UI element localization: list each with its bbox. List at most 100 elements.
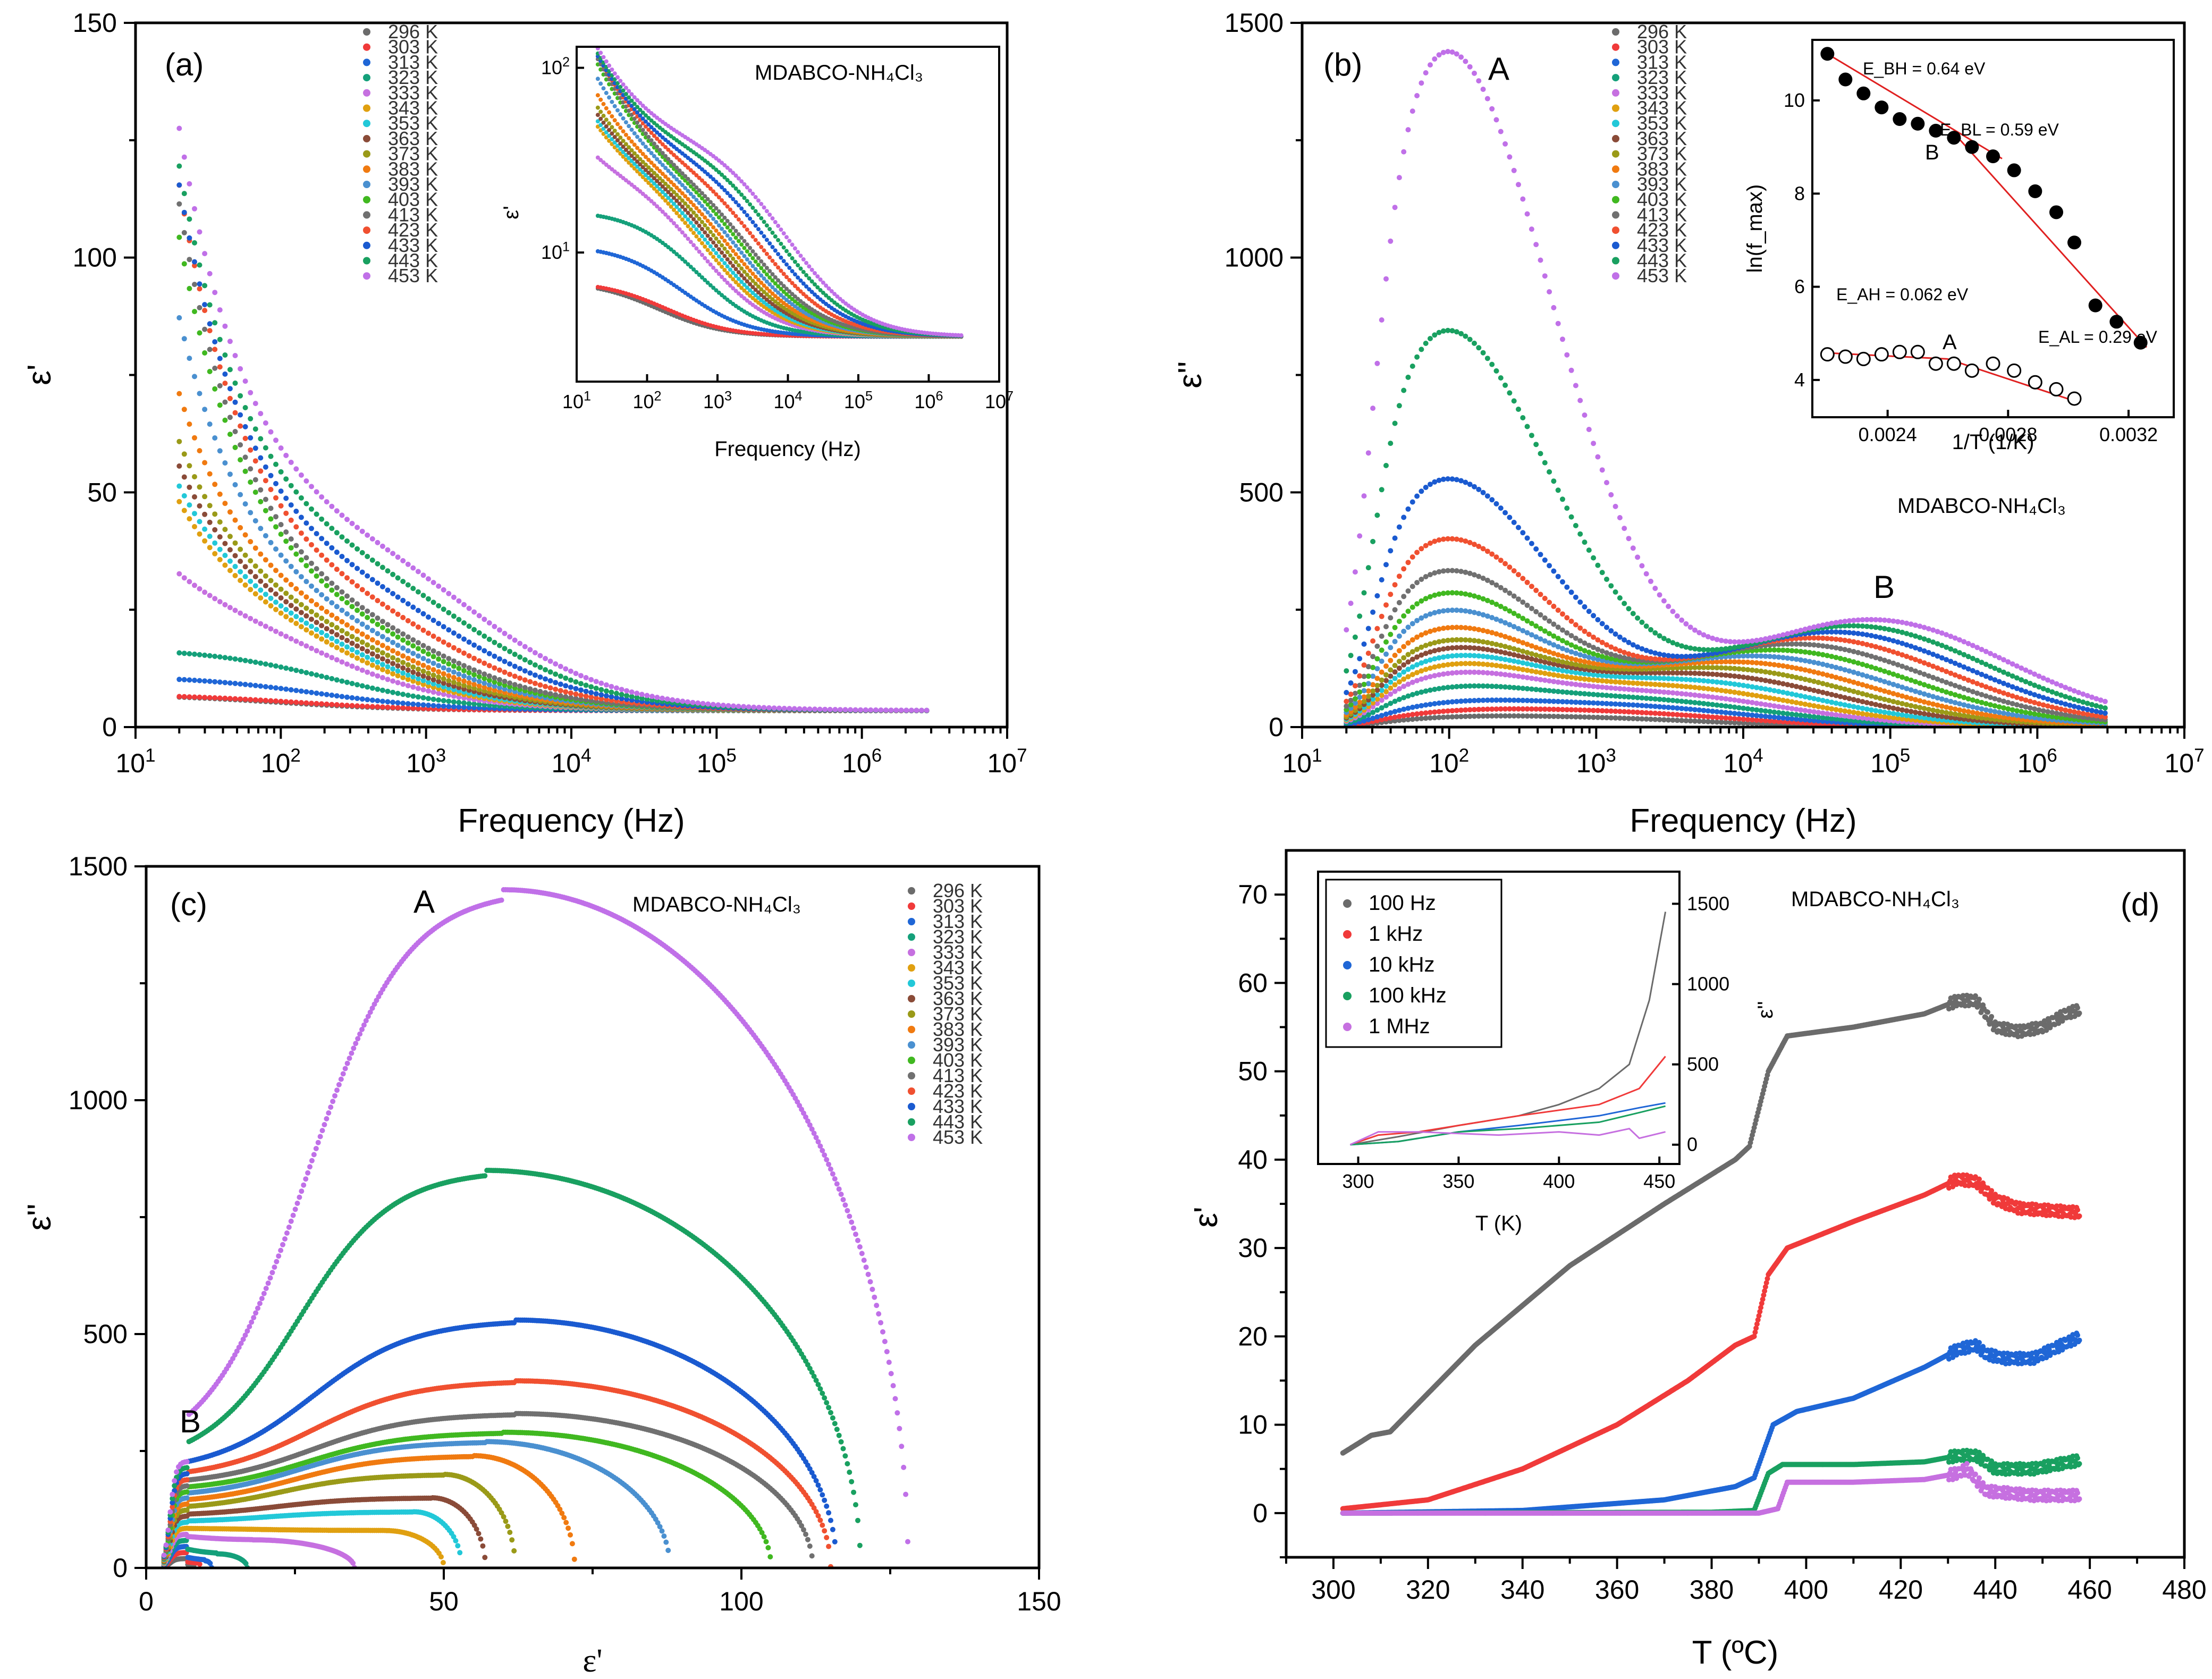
panel-b-series-0-point xyxy=(1463,714,1468,719)
panel-a-series-7-point xyxy=(329,629,335,635)
panel-a-inset-series-5-point xyxy=(680,217,685,222)
panel-a-series-6-point xyxy=(293,614,299,619)
panel-a-series-10-point xyxy=(303,579,309,585)
panel-a-series-9-point xyxy=(293,586,299,592)
panel-a-inset-series-7-point xyxy=(680,205,685,209)
panel-a-series-16-point xyxy=(848,707,854,713)
panel-a-inset-series-13-point xyxy=(686,165,690,170)
panel-a-inset-series-4-point xyxy=(638,189,643,194)
panel-a-series-10-point xyxy=(482,680,487,686)
panel-a-series-1-point xyxy=(385,704,391,710)
panel-a-inset-series-9-point xyxy=(711,225,716,230)
panel-a-series-12-point xyxy=(242,454,248,460)
panel-a-series-16-point xyxy=(278,445,284,451)
panel-a-inset-series-7-point xyxy=(733,267,738,272)
panel-a-series-8-point xyxy=(375,647,381,653)
panel-a-series-1-point xyxy=(379,704,385,710)
panel-a-series-3-point xyxy=(420,695,426,701)
panel-a-inset-series-13-point xyxy=(756,241,761,246)
panel-a-series-16-point xyxy=(908,707,914,713)
panel-a-series-5-point xyxy=(339,647,345,653)
panel-a-series-7-point xyxy=(309,617,314,622)
panel-a-inset-series-15-point xyxy=(790,256,795,260)
panel-a-series-8-point xyxy=(415,666,421,672)
panel-a-series-9-point xyxy=(400,653,406,659)
panel-a-inset-series-4-point xyxy=(733,289,738,293)
panel-a-inset-series-12-point xyxy=(792,294,797,299)
panel-a-series-16-point xyxy=(532,650,538,656)
panel-a-series-16-point xyxy=(558,663,563,669)
panel-a-series-5-point xyxy=(293,621,299,626)
panel-a-series-16-point xyxy=(461,602,467,608)
panel-a-series-2-point xyxy=(288,687,294,693)
panel-a-series-13-point xyxy=(420,627,426,633)
panel-a-series-9-point xyxy=(319,605,325,611)
panel-a-inset-series-9-point xyxy=(669,180,673,184)
panel-a-series-9-point xyxy=(482,685,487,690)
panel-a-series-5-point xyxy=(334,645,340,651)
panel-a-inset-series-15-point xyxy=(809,279,814,284)
panel-a-series-6-point xyxy=(354,649,360,655)
panel-a-series-11-point xyxy=(369,618,375,624)
panel-a-inset-series-4-point xyxy=(722,277,727,282)
panel-a-series-7-point xyxy=(369,651,375,657)
panel-a-inset-series-16-point xyxy=(787,239,792,243)
panel-a-series-2-point xyxy=(461,704,467,710)
panel-b-series-0-point xyxy=(1568,714,1574,720)
panel-a-series-15-point xyxy=(187,216,192,222)
panel-a-series-13-point xyxy=(583,693,589,699)
panel-a-inset-series-3-point xyxy=(683,259,688,264)
panel-a-series-13-point xyxy=(278,503,284,509)
panel-a-series-16-point xyxy=(720,703,726,708)
panel-a-series-16-point xyxy=(298,472,304,478)
panel-a-series-5-point xyxy=(298,624,304,630)
panel-a-inset-series-11-point xyxy=(733,235,738,240)
panel-a-series-5-point xyxy=(252,591,258,597)
panel-a-inset-series-16-point xyxy=(635,98,640,103)
panel-a-series-3-point xyxy=(379,687,385,693)
panel-a-inset-series-6-point xyxy=(666,196,671,200)
panel-a-inset-series-7-point xyxy=(672,196,676,200)
panel-a-series-9-point xyxy=(420,662,426,668)
panel-a-series-2-point xyxy=(369,697,375,703)
panel-a-inset-series-4-point xyxy=(686,237,690,241)
panel-a-series-10-point xyxy=(390,639,396,645)
panel-a-series-10-point xyxy=(486,682,492,688)
panel-a-series-12-point xyxy=(288,536,294,542)
panel-a-frame xyxy=(134,21,1009,729)
panel-a-inset-series-7-point xyxy=(708,237,713,241)
panel-a-series-2-point xyxy=(344,694,350,700)
panel-a-inset-series-11-point xyxy=(781,289,786,294)
panel-a-series-3-point xyxy=(283,665,289,671)
panel-a-series-11-point xyxy=(227,432,233,437)
panel-a-inset-series-6-point xyxy=(694,227,699,232)
panel-a-series-9-point xyxy=(415,660,421,666)
panel-a-series-11-point xyxy=(252,490,258,495)
panel-a-inset-series-15-point xyxy=(621,88,626,93)
panel-a-series-16-point xyxy=(904,707,909,713)
panel-a-series-6-point xyxy=(298,617,304,623)
panel-a-series-12-point xyxy=(456,661,462,666)
panel-a-inset-series-6-point xyxy=(714,251,719,256)
panel-a-inset-series-4-point xyxy=(694,246,699,251)
panel-a-inset-series-14-point xyxy=(753,223,758,228)
panel-a-series-13-point xyxy=(563,689,569,695)
panel-b-series-0-point xyxy=(1643,716,1649,722)
panel-a-series-11-point xyxy=(242,468,248,474)
panel-a-inset-series-9-point xyxy=(708,222,713,226)
panel-a-inset-series-13-point xyxy=(703,181,707,185)
panel-a-series-7-point xyxy=(436,679,442,685)
panel-a-legend-label: 433 K xyxy=(388,234,438,256)
panel-a-series-16-point xyxy=(812,706,818,712)
panel-a-series-8-point xyxy=(476,687,482,693)
panel-a-series-6-point xyxy=(278,603,284,609)
panel-a-inset-series-15-point xyxy=(824,293,829,298)
panel-a-inset-series-13-point xyxy=(742,224,747,229)
panel-a-series-3-point xyxy=(426,696,431,702)
panel-a-inset-series-15-point xyxy=(748,202,753,207)
panel-a-inset-series-7-point xyxy=(604,124,609,129)
panel-a-series-5-point xyxy=(410,678,416,684)
panel-a-series-13-point xyxy=(410,621,416,627)
panel-a-series-4-point xyxy=(197,586,202,592)
panel-a-inset-series-10-point xyxy=(759,273,764,278)
